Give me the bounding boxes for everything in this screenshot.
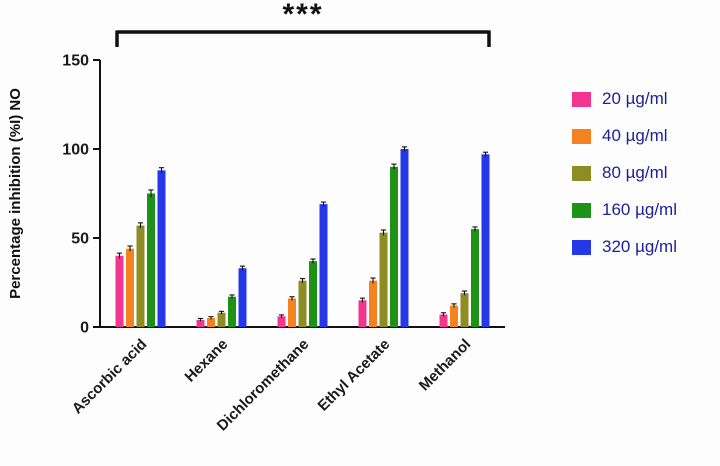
legend-item: 160 µg/ml (572, 200, 677, 219)
legend-item: 40 µg/ml (572, 126, 677, 145)
bar (369, 280, 377, 327)
y-tick-label: 0 (80, 320, 89, 337)
y-tick-label: 100 (62, 142, 89, 159)
chart-legend: 20 µg/ml 40 µg/ml 80 µg/ml 160 µg/ml 320 µg/… (572, 89, 677, 275)
legend-swatch (572, 239, 591, 255)
bar (358, 300, 367, 327)
bar (390, 166, 398, 327)
bar (379, 232, 388, 327)
bar (157, 170, 166, 327)
legend-item: 20 µg/ml (572, 89, 677, 108)
bar (400, 149, 409, 327)
category-label: Hexane (182, 336, 232, 386)
category-label: Ethyl Acetate (314, 336, 393, 415)
legend-swatch (572, 91, 591, 107)
legend-label: 80 µg/ml (602, 163, 668, 182)
bar (309, 261, 317, 327)
legend-item: 320 µg/ml (572, 237, 677, 256)
legend-label: 320 µg/ml (602, 237, 677, 256)
bar (288, 298, 296, 327)
y-tick-label: 150 (62, 53, 89, 70)
bar (126, 248, 134, 327)
bar (196, 319, 205, 327)
bar (319, 204, 328, 327)
bar (439, 314, 448, 327)
legend-swatch (572, 202, 591, 218)
bar (471, 229, 479, 327)
legend-label: 40 µg/ml (602, 126, 668, 145)
bar (115, 255, 124, 327)
y-tick-label: 50 (71, 231, 89, 248)
bar (136, 225, 145, 327)
bar (217, 312, 226, 327)
legend-label: 160 µg/ml (602, 200, 677, 219)
bar (228, 296, 236, 327)
y-axis-label: Percentage inhibition (%I) NO (7, 88, 24, 299)
bar (298, 280, 307, 327)
legend-label: 20 µg/ml (602, 89, 668, 108)
bar (460, 293, 469, 327)
bar (147, 193, 155, 327)
significance-stars: *** (282, 0, 323, 31)
bar (238, 268, 247, 327)
bar (450, 305, 458, 327)
bar (277, 316, 286, 327)
category-label: Methanol (416, 336, 475, 395)
category-label: Ascorbic acid (69, 336, 151, 418)
legend-swatch (572, 165, 591, 181)
bar (481, 154, 490, 327)
legend-swatch (572, 128, 591, 144)
legend-item: 80 µg/ml (572, 163, 677, 182)
bar (207, 318, 215, 327)
